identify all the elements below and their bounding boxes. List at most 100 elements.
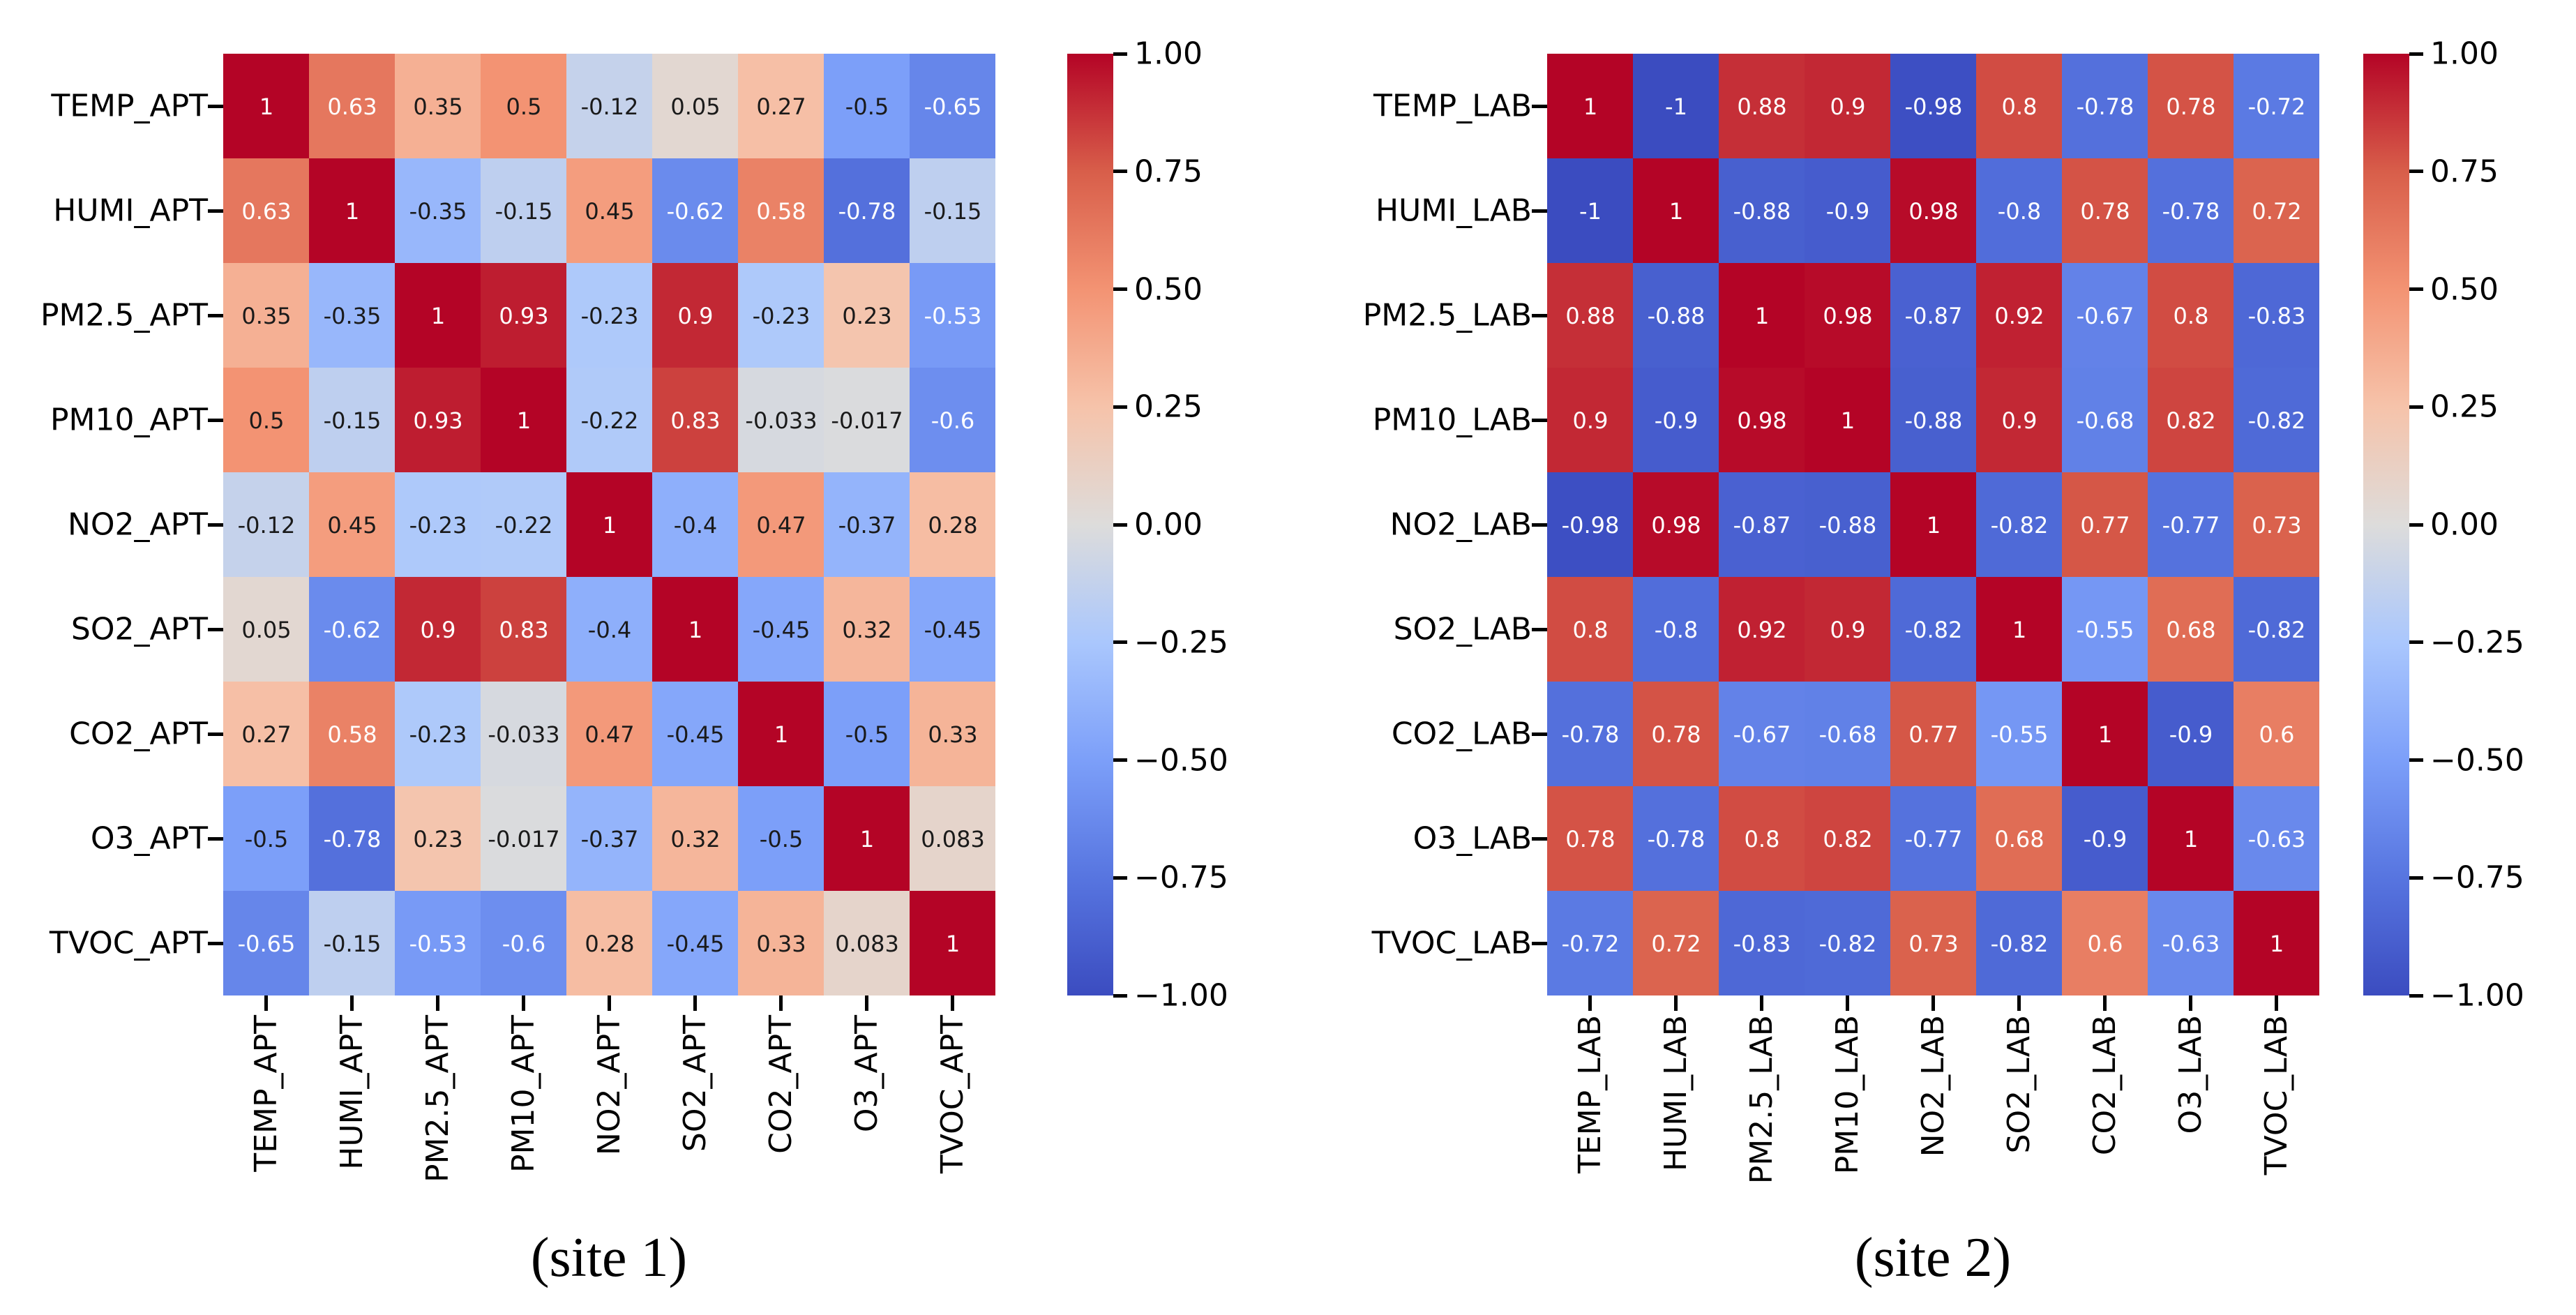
- x-axis-tick: [2189, 995, 2192, 1011]
- cell-value: -0.15: [323, 930, 382, 957]
- cell-value: -0.87: [1733, 511, 1791, 539]
- cell-value: -0.5: [759, 825, 804, 852]
- cell-value: 0.9: [1572, 407, 1609, 434]
- heatmap-cell: 1: [223, 54, 310, 159]
- colorbar-tick-label: 1.00: [1134, 36, 1203, 72]
- heatmap-cell: 1: [1890, 472, 1977, 578]
- cell-value: 0.27: [241, 721, 292, 748]
- y-tick-label: O3_LAB: [1413, 820, 1532, 857]
- cell-value: -0.23: [409, 511, 467, 539]
- x-tick-label: PM10_APT: [505, 1015, 541, 1173]
- cell-value: 0.28: [928, 511, 978, 539]
- cell-value: -0.88: [1733, 197, 1791, 225]
- heatmap-cell: -0.45: [738, 577, 824, 682]
- cell-value: -0.78: [838, 197, 896, 225]
- colorbar-tick: [2409, 523, 2423, 527]
- x-axis-tick: [436, 995, 439, 1011]
- heatmap-cell: 1: [738, 682, 824, 787]
- cell-value: -0.65: [237, 930, 296, 957]
- heatmap-cell: -0.15: [910, 158, 995, 264]
- colorbar-tick-label: 0.75: [2430, 153, 2499, 190]
- y-tick-label: TVOC_LAB: [1371, 925, 1532, 961]
- heatmap-cell: -0.68: [2062, 368, 2148, 473]
- heatmap-cell: 0.9: [1976, 368, 2063, 473]
- heatmap-cell: -0.82: [1890, 577, 1977, 682]
- cell-value: 0.33: [928, 721, 978, 748]
- heatmap-cell: -0.15: [309, 368, 396, 473]
- heatmap-cell: 0.98: [1633, 472, 1719, 578]
- y-axis-tick: [1532, 941, 1547, 945]
- heatmap-cell: 0.33: [910, 682, 995, 787]
- heatmap-cell: -0.88: [1805, 472, 1891, 578]
- y-axis-tick: [208, 627, 223, 631]
- cell-value: 0.23: [413, 825, 463, 852]
- heatmap-cell: -0.45: [652, 682, 739, 787]
- colorbar-tick: [2409, 993, 2423, 998]
- cell-value: 0.23: [842, 302, 892, 329]
- heatmap-cell: -0.78: [2148, 158, 2234, 264]
- heatmap-cell: -0.68: [1805, 682, 1891, 787]
- y-axis-tick: [208, 732, 223, 736]
- cell-value: 0.5: [248, 407, 285, 434]
- heatmap-cell: 1: [2062, 682, 2148, 787]
- cell-value: -0.62: [666, 197, 725, 225]
- cell-value: -0.78: [323, 825, 382, 852]
- x-tick-label: O3_LAB: [2172, 1015, 2208, 1134]
- heatmap-cell: -1: [1633, 54, 1719, 159]
- cell-value: 0.35: [241, 302, 292, 329]
- x-tick-label: SO2_LAB: [2001, 1015, 2037, 1154]
- heatmap-cell: -0.9: [1805, 158, 1891, 264]
- y-axis-tick: [1532, 418, 1547, 422]
- heatmap-cell: 0.9: [1805, 54, 1891, 159]
- heatmap-cell: -0.5: [824, 54, 910, 159]
- x-axis-tick: [1760, 995, 1763, 1011]
- cell-value: -0.12: [237, 511, 296, 539]
- cell-value: 0.63: [241, 197, 292, 225]
- cell-value: 0.92: [1994, 302, 2044, 329]
- y-tick-label: PM10_APT: [50, 402, 208, 438]
- colorbar-tick-label: 0.50: [2430, 271, 2499, 307]
- cell-value: 1: [774, 721, 789, 748]
- cell-value: -0.4: [673, 511, 718, 539]
- x-tick-label: TEMP_APT: [248, 1015, 284, 1172]
- heatmap-cell: 0.083: [910, 786, 995, 892]
- cell-value: -0.8: [1654, 616, 1698, 643]
- y-axis-tick: [1532, 732, 1547, 736]
- colorbar-tick-label: −0.25: [2430, 624, 2524, 661]
- y-tick-label: CO2_LAB: [1391, 716, 1532, 752]
- cell-value: 0.8: [2001, 93, 2038, 120]
- y-tick-label: PM2.5_LAB: [1362, 297, 1532, 333]
- cell-value: 0.05: [241, 616, 292, 643]
- heatmap-cell: -0.033: [481, 682, 567, 787]
- cell-value: 1: [1583, 93, 1598, 120]
- heatmap-cell: -0.55: [2062, 577, 2148, 682]
- cell-value: 0.78: [1651, 721, 1701, 748]
- x-tick-label: SO2_APT: [677, 1015, 713, 1152]
- cell-value: -0.67: [2076, 302, 2134, 329]
- heatmap-cell: -0.67: [1719, 682, 1805, 787]
- heatmap-cell: -0.98: [1890, 54, 1977, 159]
- heatmap-cell: 0.083: [824, 891, 910, 995]
- heatmap-cell: 1: [1633, 158, 1719, 264]
- heatmap-cell: 1: [309, 158, 396, 264]
- heatmap-cell: 1: [1547, 54, 1634, 159]
- x-tick-label: HUMI_APT: [333, 1015, 370, 1170]
- heatmap-cell: 0.93: [481, 263, 567, 368]
- cell-value: -0.68: [1818, 721, 1877, 748]
- heatmap-cell: -0.82: [2234, 577, 2319, 682]
- cell-value: 1: [516, 407, 532, 434]
- cell-value: 0.8: [1744, 825, 1780, 852]
- y-axis-tick: [1532, 209, 1547, 213]
- colorbar-tick-label: 0.00: [2430, 506, 2499, 543]
- heatmap-cell: 0.33: [738, 891, 824, 995]
- cell-value: -0.6: [502, 930, 546, 957]
- heatmap-cell: -0.77: [2148, 472, 2234, 578]
- y-tick-label: TVOC_APT: [49, 925, 208, 961]
- heatmap-cell: 0.78: [2148, 54, 2234, 159]
- heatmap-cell: 0.98: [1805, 263, 1891, 368]
- heatmap-cell: -0.4: [566, 577, 653, 682]
- colorbar-tick: [2409, 640, 2423, 645]
- heatmap-cell: 0.9: [652, 263, 739, 368]
- cell-value: 1: [259, 93, 274, 120]
